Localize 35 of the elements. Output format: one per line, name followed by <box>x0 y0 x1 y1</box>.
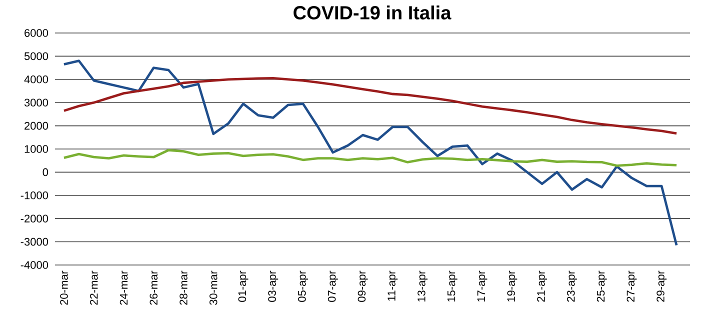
y-tick-label: 6000 <box>24 29 48 37</box>
y-tick-label: 5000 <box>24 52 48 60</box>
y-tick-label: 2000 <box>24 122 48 130</box>
x-tick-label: 20-mar <box>60 270 68 305</box>
x-tick-label: 17-apr <box>477 270 488 302</box>
line-series <box>62 148 678 167</box>
y-tick-label: 1000 <box>24 145 48 153</box>
line-series <box>62 60 678 246</box>
x-tick-label: 25-apr <box>596 270 607 302</box>
x-tick-label: 24-mar <box>120 270 128 305</box>
x-tick-label: 27-apr <box>626 270 637 302</box>
x-tick-label: 09-apr <box>358 270 368 302</box>
x-tick-label: 22-mar <box>90 270 98 305</box>
y-tick-label: 0 <box>42 168 48 176</box>
y-tick-label: -4000 <box>20 261 48 269</box>
x-tick-label: 19-apr <box>507 270 518 302</box>
x-tick-label: 07-apr <box>328 270 338 302</box>
x-tick-label: 11-apr <box>388 270 398 301</box>
x-tick-label: 13-apr <box>418 270 428 302</box>
x-tick-label: 21-apr <box>537 270 548 302</box>
x-tick-label: 05-apr <box>298 270 308 302</box>
x-tick-label: 03-apr <box>268 270 278 302</box>
x-tick-label: 26-mar <box>150 270 158 305</box>
y-tick-label: 3000 <box>24 98 48 106</box>
x-tick-label: 28-mar <box>180 270 188 305</box>
x-tick-label: 30-mar <box>210 270 218 305</box>
y-tick-label: 4000 <box>24 76 48 84</box>
chart-title: COVID-19 in Italia <box>294 6 452 20</box>
x-tick-label: 01-apr <box>238 270 248 302</box>
y-tick-label: -3000 <box>20 238 48 246</box>
y-tick-label: -2000 <box>20 214 48 222</box>
x-tick-label: 23-apr <box>566 270 577 302</box>
x-tick-label: 29-apr <box>656 270 667 302</box>
y-tick-label: -1000 <box>20 192 48 200</box>
x-tick-label: 15-apr <box>448 270 458 302</box>
